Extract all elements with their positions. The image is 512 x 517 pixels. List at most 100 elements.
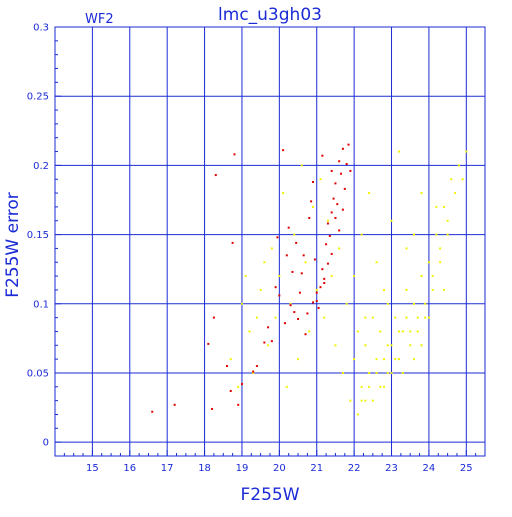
data-point bbox=[383, 358, 386, 361]
data-point bbox=[341, 208, 344, 211]
data-point bbox=[173, 403, 176, 406]
data-point bbox=[379, 385, 382, 388]
data-point bbox=[255, 316, 258, 319]
data-point bbox=[427, 261, 430, 264]
data-point bbox=[371, 399, 374, 402]
data-point bbox=[300, 272, 303, 275]
data-point bbox=[252, 370, 255, 373]
data-point bbox=[287, 226, 290, 229]
data-point bbox=[248, 330, 251, 333]
data-point bbox=[308, 330, 311, 333]
data-point bbox=[353, 275, 356, 278]
data-point bbox=[312, 205, 314, 208]
data-point bbox=[214, 174, 217, 177]
data-point bbox=[398, 330, 400, 333]
data-point bbox=[283, 322, 286, 325]
data-point bbox=[317, 306, 320, 309]
data-point bbox=[390, 344, 393, 347]
data-point bbox=[345, 302, 348, 305]
data-point bbox=[313, 258, 316, 261]
data-point bbox=[267, 344, 270, 347]
data-point bbox=[298, 291, 301, 294]
data-point bbox=[383, 288, 386, 291]
data-point bbox=[315, 300, 318, 303]
data-point bbox=[386, 371, 389, 374]
data-point bbox=[424, 316, 427, 319]
data-point bbox=[364, 316, 367, 319]
data-point bbox=[375, 261, 378, 264]
data-point bbox=[212, 316, 215, 319]
data-point bbox=[353, 358, 356, 361]
data-point bbox=[211, 407, 214, 410]
data-point bbox=[431, 275, 434, 278]
data-point bbox=[401, 330, 404, 333]
data-point bbox=[321, 268, 324, 271]
data-point bbox=[328, 234, 331, 237]
y-tick-label: 0.1 bbox=[33, 299, 49, 310]
data-point bbox=[323, 277, 326, 280]
data-point bbox=[442, 288, 445, 291]
data-point bbox=[465, 150, 468, 153]
data-point bbox=[289, 302, 292, 305]
data-point bbox=[341, 147, 344, 150]
data-point bbox=[394, 358, 397, 361]
data-point bbox=[386, 344, 389, 347]
data-point bbox=[338, 229, 341, 232]
data-point bbox=[341, 371, 344, 374]
data-point bbox=[326, 222, 329, 225]
panel-label: WF2 bbox=[85, 12, 114, 27]
y-tick-label: 0.15 bbox=[27, 230, 49, 241]
chart-title: lmc_u3gh03 bbox=[218, 5, 322, 25]
x-tick-label: 16 bbox=[123, 463, 136, 474]
data-point bbox=[375, 371, 378, 374]
data-point bbox=[207, 342, 210, 345]
data-point bbox=[340, 172, 343, 175]
data-point bbox=[297, 317, 300, 320]
data-point bbox=[285, 254, 288, 257]
data-point bbox=[325, 243, 328, 246]
data-point bbox=[356, 413, 359, 416]
data-point bbox=[310, 200, 313, 203]
data-point bbox=[326, 219, 329, 222]
data-point bbox=[412, 233, 415, 236]
data-point bbox=[360, 385, 363, 388]
data-point bbox=[409, 330, 412, 333]
data-point bbox=[289, 304, 292, 307]
data-point bbox=[379, 330, 382, 333]
data-point bbox=[439, 261, 442, 264]
data-point bbox=[364, 344, 367, 347]
x-tick-label: 24 bbox=[423, 463, 436, 474]
data-point bbox=[334, 216, 337, 219]
data-point bbox=[375, 358, 378, 361]
data-point bbox=[368, 371, 371, 374]
data-point bbox=[259, 288, 262, 291]
data-point bbox=[336, 203, 339, 206]
data-point bbox=[338, 247, 341, 250]
data-point bbox=[454, 192, 457, 195]
data-point bbox=[345, 163, 348, 166]
data-point bbox=[293, 233, 296, 236]
data-point bbox=[343, 187, 346, 190]
data-point bbox=[457, 164, 460, 167]
data-point bbox=[461, 178, 464, 181]
data-point bbox=[233, 153, 236, 156]
data-point bbox=[405, 316, 408, 319]
data-point bbox=[151, 410, 154, 413]
data-point bbox=[315, 288, 318, 291]
data-point bbox=[285, 385, 288, 388]
data-point bbox=[330, 252, 333, 255]
data-point bbox=[416, 316, 419, 319]
data-point bbox=[427, 316, 430, 319]
data-point bbox=[435, 233, 438, 236]
x-tick-label: 20 bbox=[273, 463, 286, 474]
y-tick-label: 0 bbox=[43, 438, 49, 449]
data-point bbox=[300, 164, 303, 167]
data-point bbox=[442, 205, 445, 208]
data-point bbox=[347, 143, 350, 146]
x-tick-label: 25 bbox=[460, 463, 473, 474]
data-point bbox=[240, 302, 243, 305]
data-point bbox=[312, 180, 314, 183]
data-point bbox=[450, 178, 453, 181]
data-point bbox=[293, 311, 296, 314]
